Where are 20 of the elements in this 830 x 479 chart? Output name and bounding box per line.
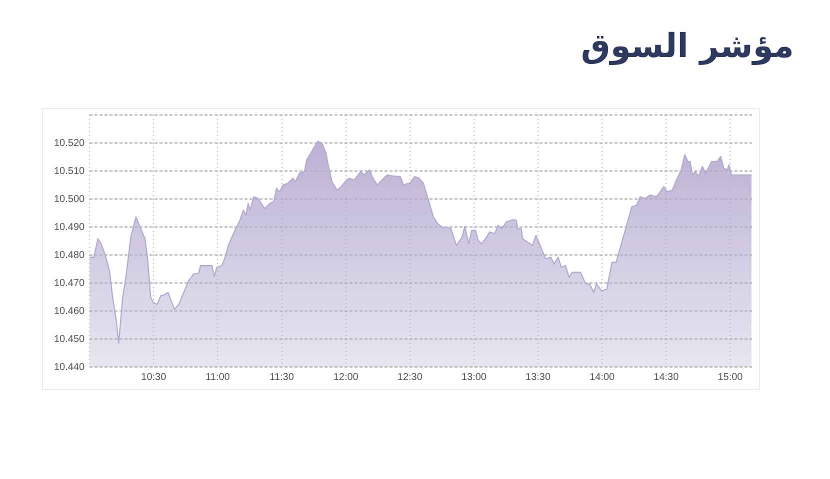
y-tick-label: 10.470 <box>54 278 86 289</box>
y-tick-label: 10.460 <box>54 306 86 317</box>
y-tick-label: 10.510 <box>54 166 86 177</box>
y-tick-label: 10.500 <box>54 194 86 205</box>
x-tick-label: 10:30 <box>141 372 167 383</box>
x-tick-label: 12:30 <box>397 372 423 383</box>
y-tick-label: 10.440 <box>54 362 86 373</box>
x-tick-label: 14:00 <box>590 372 616 383</box>
y-tick-label: 10.490 <box>54 222 86 233</box>
x-tick-label: 11:30 <box>270 372 294 383</box>
chart-title: مؤشر السوق <box>580 26 794 65</box>
x-tick-label: 12:00 <box>333 372 359 383</box>
x-tick-label: 13:30 <box>526 372 551 383</box>
y-tick-label: 10.450 <box>54 334 86 345</box>
x-tick-label: 15:00 <box>718 372 744 383</box>
y-tick-label: 10.520 <box>54 138 86 149</box>
x-tick-label: 11:00 <box>206 372 230 383</box>
x-tick-label: 14:30 <box>654 372 680 383</box>
x-tick-label: 13:00 <box>461 372 487 383</box>
y-tick-label: 10.480 <box>54 250 86 261</box>
